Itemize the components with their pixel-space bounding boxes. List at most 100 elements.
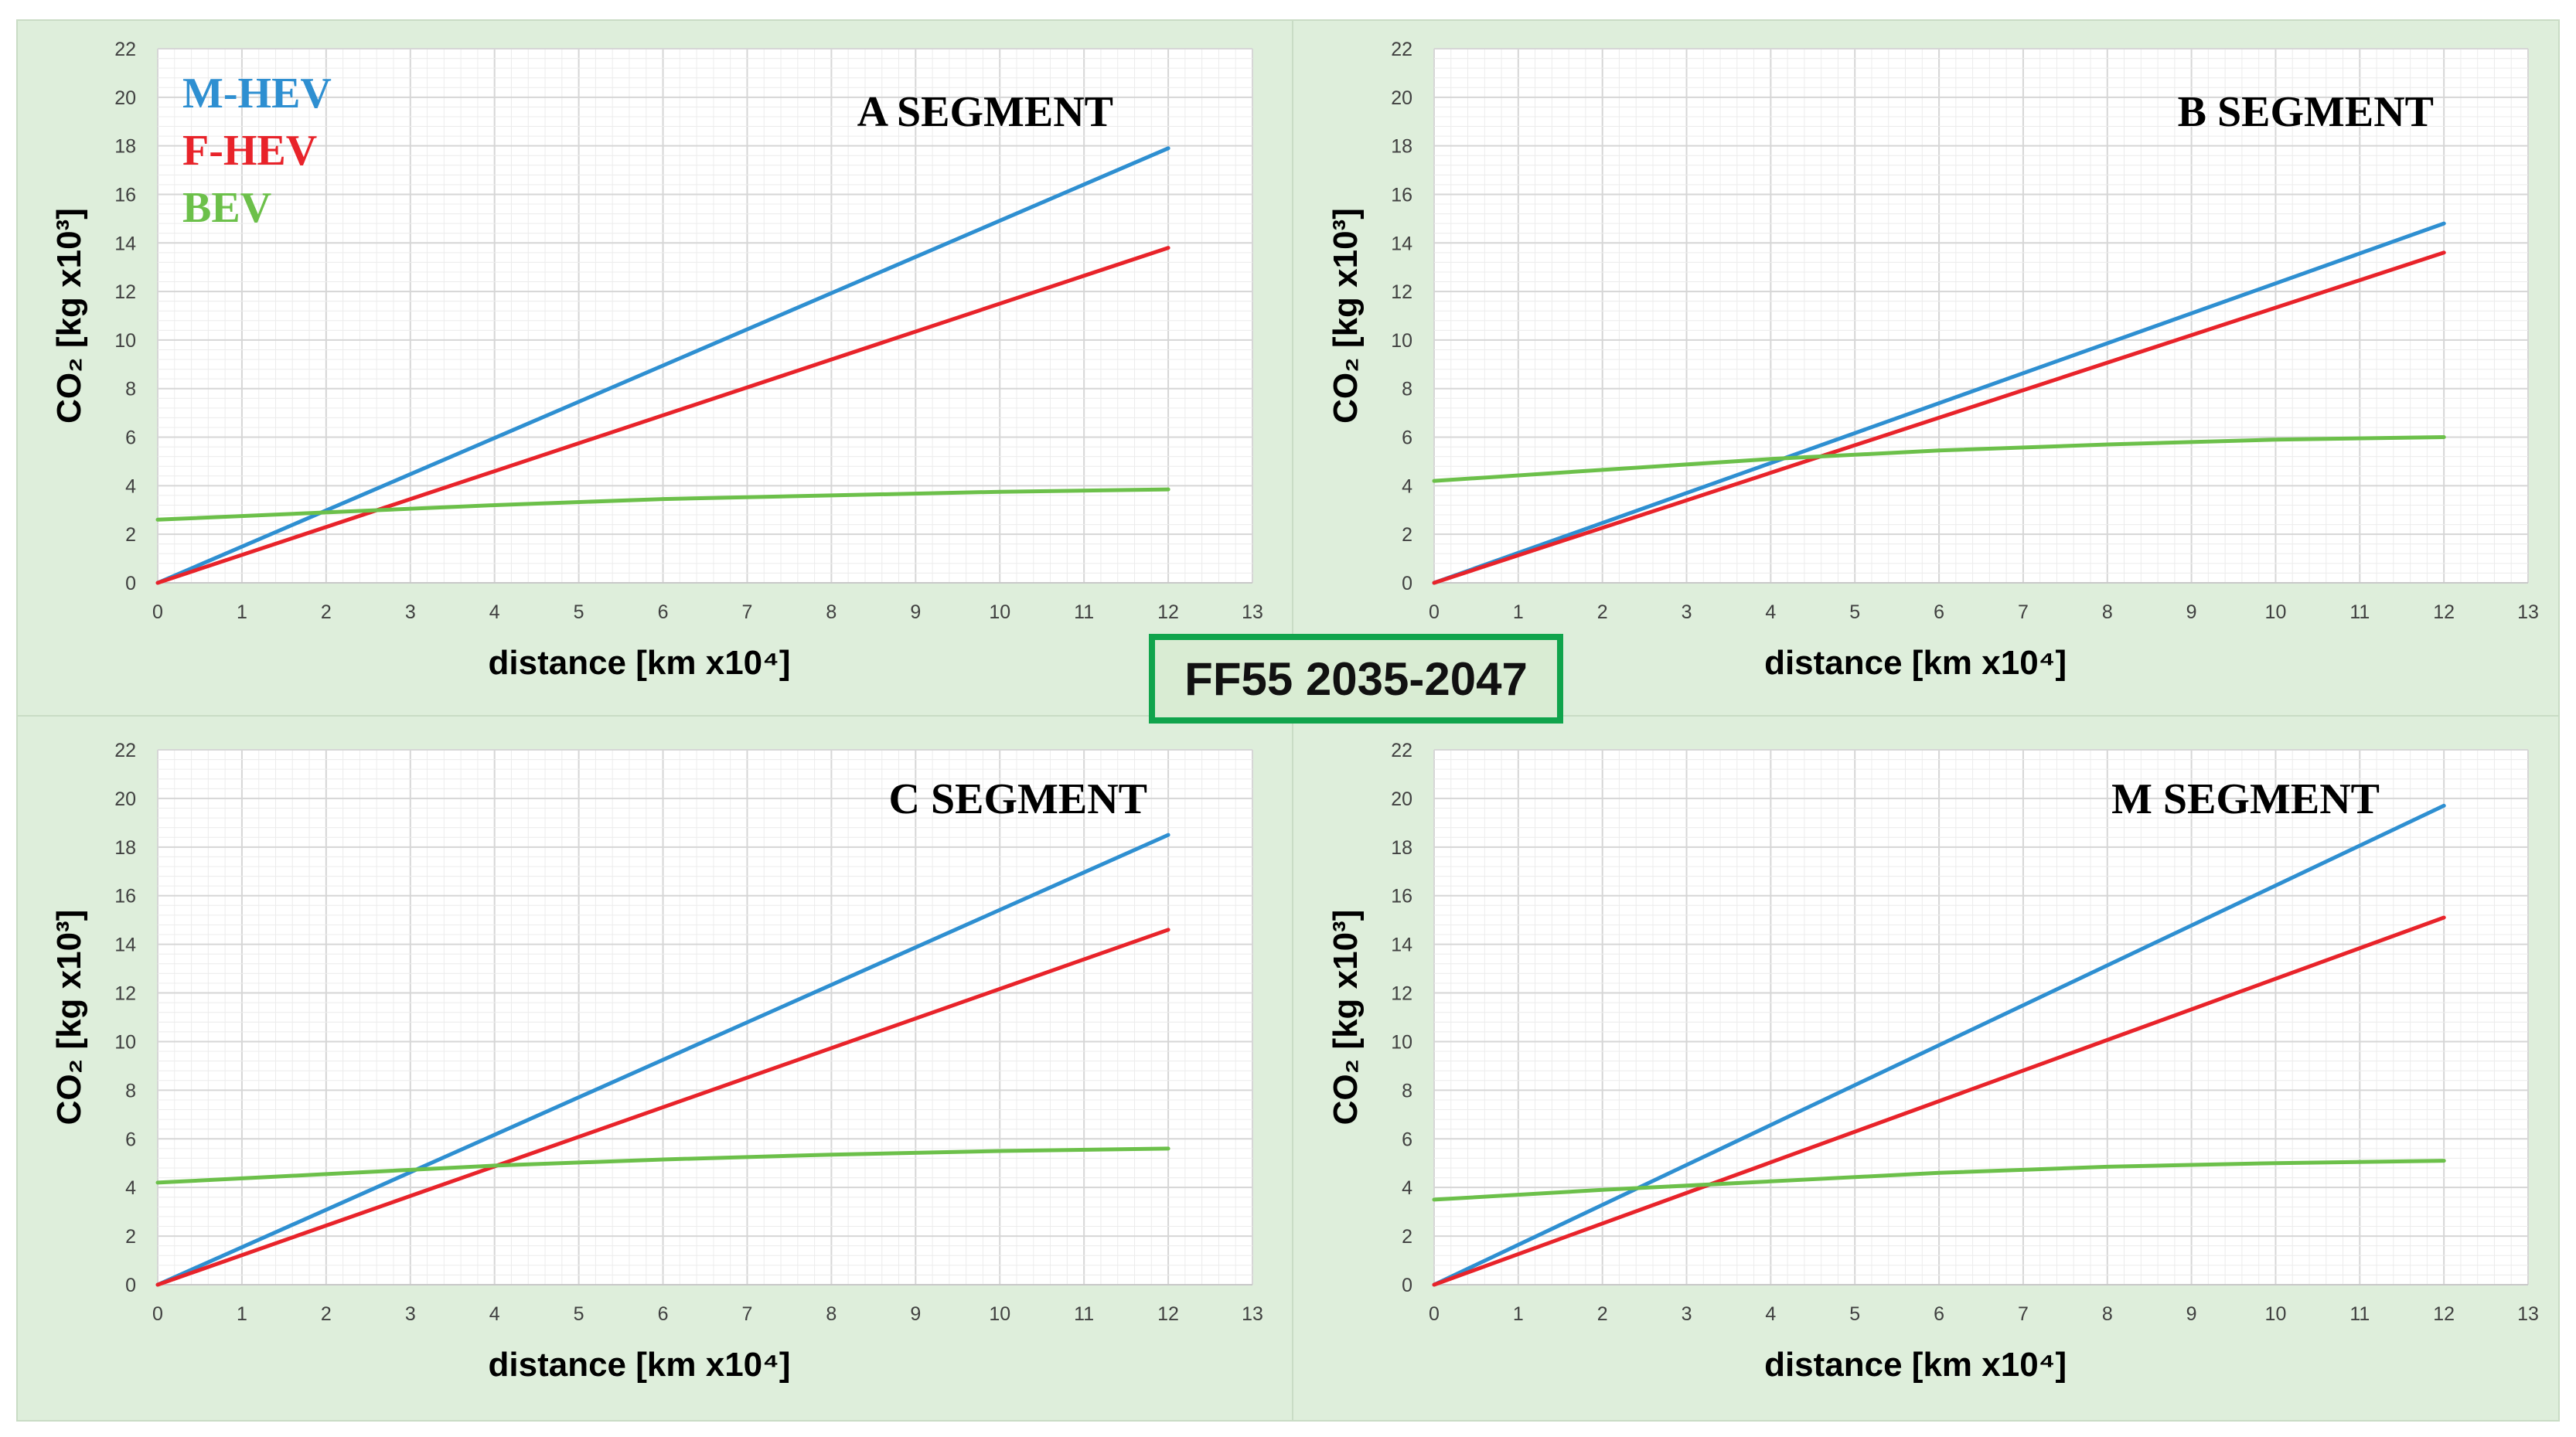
y-tick-label: 22	[1391, 740, 1412, 761]
x-tick-label: 4	[489, 1303, 500, 1325]
x-tick-label: 6	[1934, 1303, 1944, 1325]
x-tick-label: 10	[989, 601, 1010, 623]
x-tick-label: 0	[152, 601, 163, 623]
x-tick-label: 6	[658, 1303, 669, 1325]
series-line-f-hev	[1432, 250, 2446, 585]
x-tick-label: 2	[321, 601, 332, 623]
y-axis-title: CO₂ [kg x10³]	[1327, 910, 1365, 1125]
y-tick-label: 4	[125, 1177, 136, 1199]
y-tick-label: 10	[1391, 330, 1412, 352]
x-tick-label: 3	[405, 1303, 416, 1325]
y-tick-label: 12	[114, 281, 136, 303]
series-line-m-hev	[1432, 803, 2446, 1287]
series-line-f-hev	[1432, 915, 2446, 1287]
x-tick-label: 0	[1429, 1303, 1440, 1325]
plot-area	[158, 750, 1252, 1285]
x-axis-title: distance [km x10⁴]	[489, 644, 791, 682]
series-line-f-hev	[155, 246, 1170, 585]
y-tick-label: 4	[1402, 1177, 1412, 1199]
chart-c-segment: 0 1 2 3 4 5 6 7 8 9 10 11 12 130246810121416182022dis…	[50, 740, 1263, 1384]
y-tick-label: 0	[125, 1275, 136, 1296]
y-tick-label: 22	[114, 740, 136, 761]
segment-title: B SEGMENT	[2178, 88, 2434, 136]
y-tick-label: 2	[125, 524, 136, 546]
y-tick-label: 18	[114, 136, 136, 158]
y-tick-label: 4	[1402, 475, 1412, 497]
x-tick-label: 13	[2517, 601, 2539, 623]
x-tick-label: 3	[1682, 601, 1692, 623]
y-tick-label: 18	[1391, 837, 1412, 859]
y-tick-label: 0	[125, 573, 136, 594]
series-line-bev	[1432, 435, 2446, 483]
legend: M-HEV F-HEV BEV	[182, 70, 332, 232]
y-tick-label: 6	[1402, 427, 1412, 449]
x-tick-label: 4	[489, 601, 500, 623]
x-tick-label: 9	[2186, 1303, 2197, 1325]
y-tick-label: 6	[125, 427, 136, 449]
series-line-m-hev	[155, 833, 1170, 1287]
x-tick-label: 11	[2349, 601, 2370, 623]
x-tick-label: 2	[1597, 601, 1608, 623]
x-tick-label: 2	[321, 1303, 332, 1325]
y-tick-label: 6	[1402, 1129, 1412, 1150]
x-tick-label: 2	[1597, 1303, 1608, 1325]
y-tick-label: 18	[114, 837, 136, 859]
y-tick-label: 6	[125, 1129, 136, 1150]
x-tick-label: 9	[2186, 601, 2197, 623]
x-tick-label: 12	[1157, 1303, 1179, 1325]
series-line-m-hev	[1432, 221, 2446, 585]
x-tick-label: 9	[910, 1303, 921, 1325]
y-tick-label: 20	[114, 788, 136, 810]
x-tick-label: 9	[910, 601, 921, 623]
x-tick-label: 4	[1765, 1303, 1776, 1325]
y-tick-label: 4	[125, 475, 136, 497]
y-tick-label: 14	[114, 935, 136, 956]
x-tick-label: 5	[574, 601, 584, 623]
y-tick-label: 14	[1391, 233, 1412, 254]
x-axis-title: distance [km x10⁴]	[1764, 644, 2067, 682]
series-line-bev	[155, 487, 1170, 522]
x-tick-label: 1	[1513, 601, 1524, 623]
x-tick-label: 8	[826, 1303, 837, 1325]
y-tick-label: 12	[1391, 983, 1412, 1005]
x-tick-label: 10	[2265, 1303, 2287, 1325]
gridlines	[1433, 48, 2529, 584]
y-tick-label: 2	[1402, 1226, 1412, 1248]
x-tick-label: 3	[1682, 1303, 1692, 1325]
y-tick-label: 0	[1402, 1275, 1412, 1296]
x-tick-label: 6	[1934, 601, 1944, 623]
x-tick-label: 13	[1242, 601, 1263, 623]
x-tick-label: 10	[989, 1303, 1010, 1325]
y-tick-label: 10	[1391, 1031, 1412, 1053]
x-tick-label: 5	[574, 1303, 584, 1325]
y-tick-label: 12	[1391, 281, 1412, 303]
plot-area	[1434, 750, 2528, 1285]
y-tick-label: 2	[125, 1226, 136, 1248]
x-tick-label: 12	[2433, 1303, 2455, 1325]
y-tick-label: 10	[114, 1031, 136, 1053]
y-tick-label: 16	[1391, 886, 1412, 907]
gridlines	[1433, 749, 2529, 1285]
segment-title: M SEGMENT	[2111, 775, 2380, 823]
chart-b-segment: 0 1 2 3 4 5 6 7 8 9 10 11 12 130246810121416182022dis…	[1327, 39, 2539, 682]
legend-label-f-hev: F-HEV	[182, 127, 317, 175]
x-axis-title: distance [km x10⁴]	[1764, 1346, 2067, 1384]
y-tick-label: 22	[114, 39, 136, 60]
x-tick-label: 5	[1849, 601, 1860, 623]
x-tick-label: 10	[2265, 601, 2287, 623]
x-tick-label: 11	[1074, 601, 1094, 623]
y-tick-label: 16	[114, 886, 136, 907]
legend-label-m-hev: M-HEV	[182, 70, 332, 117]
series-line-bev	[155, 1146, 1170, 1185]
y-tick-label: 0	[1402, 573, 1412, 594]
x-tick-label: 1	[237, 1303, 247, 1325]
y-tick-label: 8	[1402, 1080, 1412, 1102]
x-tick-label: 8	[2102, 601, 2113, 623]
y-axis-title: CO₂ [kg x10³]	[50, 910, 88, 1125]
plot-area	[158, 49, 1252, 583]
y-tick-label: 2	[1402, 524, 1412, 546]
x-tick-label: 13	[2517, 1303, 2539, 1325]
y-axis-title: CO₂ [kg x10³]	[50, 208, 88, 424]
x-tick-label: 7	[2018, 601, 2029, 623]
x-tick-label: 12	[1157, 601, 1179, 623]
